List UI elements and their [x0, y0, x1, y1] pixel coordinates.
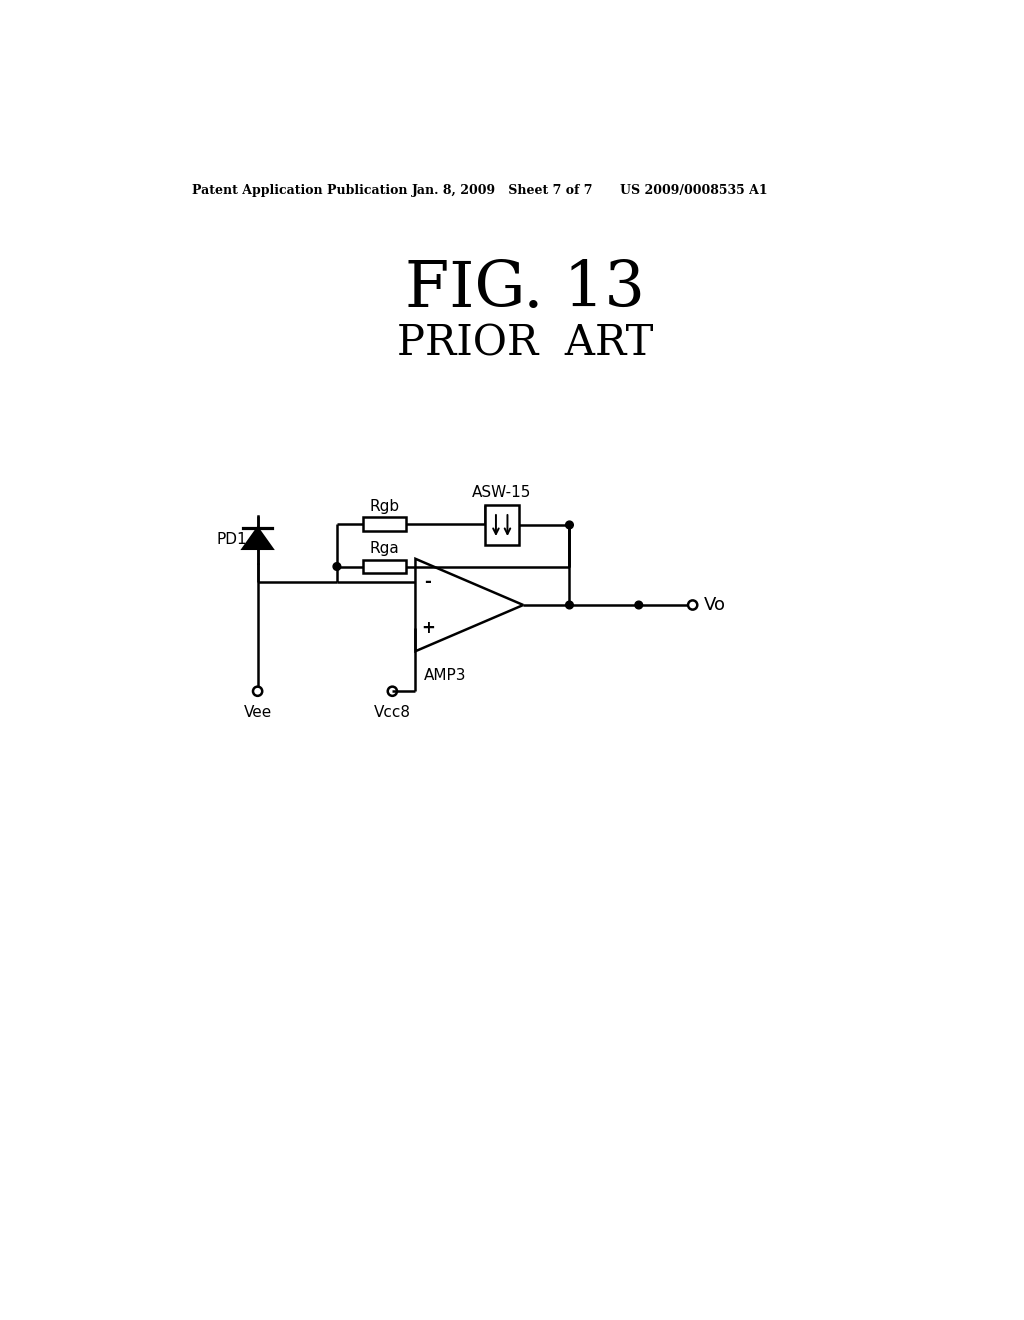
Text: FIG. 13: FIG. 13	[404, 259, 645, 319]
Text: AMP3: AMP3	[424, 668, 466, 684]
Bar	[484, 506, 518, 545]
Text: -: -	[424, 573, 431, 591]
Circle shape	[333, 562, 341, 570]
Text: Jan. 8, 2009   Sheet 7 of 7: Jan. 8, 2009 Sheet 7 of 7	[412, 185, 593, 197]
Text: PRIOR  ART: PRIOR ART	[396, 322, 653, 364]
Text: ASW-15: ASW-15	[472, 486, 531, 500]
Text: Vo: Vo	[703, 597, 725, 614]
Bar	[364, 560, 406, 573]
Text: Vcc8: Vcc8	[374, 705, 411, 721]
Circle shape	[635, 601, 643, 609]
Circle shape	[565, 601, 573, 609]
Text: Rga: Rga	[370, 541, 399, 557]
Text: US 2009/0008535 A1: US 2009/0008535 A1	[620, 185, 767, 197]
Text: PD1: PD1	[216, 532, 247, 546]
Circle shape	[565, 521, 573, 529]
Bar	[364, 517, 406, 531]
Text: +: +	[421, 619, 435, 638]
Polygon shape	[243, 528, 272, 549]
Text: Rgb: Rgb	[370, 499, 399, 515]
Text: Vee: Vee	[244, 705, 271, 721]
Text: Patent Application Publication: Patent Application Publication	[193, 185, 408, 197]
